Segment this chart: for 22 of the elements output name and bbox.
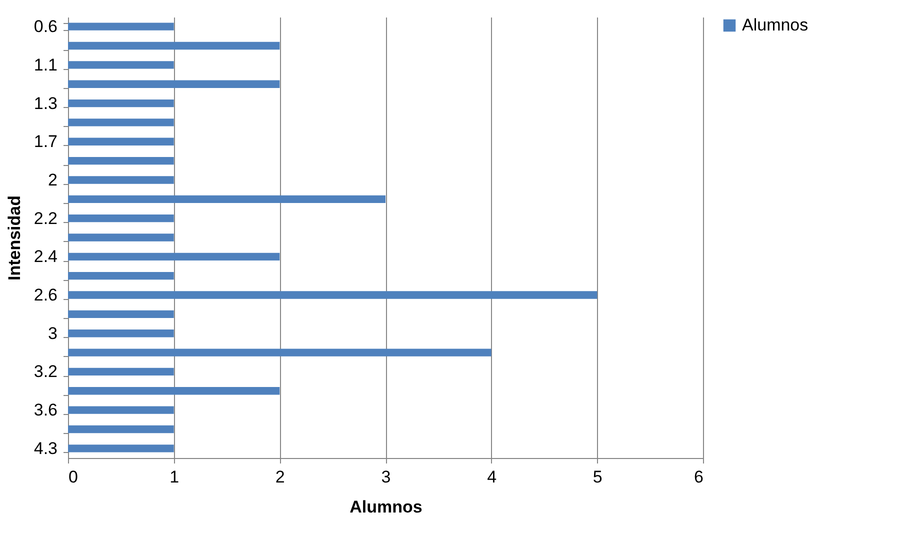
legend-label: Alumnos xyxy=(742,16,808,34)
y-tick-label: 2.2 xyxy=(34,208,58,228)
y-tick-label: 3 xyxy=(48,324,58,343)
x-tick-label: 2 xyxy=(275,468,285,486)
x-tick-label: 3 xyxy=(381,468,391,486)
x-tick-label: 5 xyxy=(592,468,602,486)
y-tick-label: 0.6 xyxy=(34,17,58,36)
y-tick-label: 4.3 xyxy=(34,438,58,458)
x-tick-label: 0 xyxy=(68,468,78,486)
y-tick-label: 1.7 xyxy=(34,132,58,152)
y-tick-label: 1.3 xyxy=(34,94,58,113)
y-tick-label: 3.6 xyxy=(34,400,58,420)
y-tick-label: 2 xyxy=(48,170,58,190)
x-tick-label: 6 xyxy=(694,468,704,486)
y-axis-title: Intensidad xyxy=(4,195,24,281)
y-tick-label: 1.1 xyxy=(34,55,58,74)
y-tick-label: 2.6 xyxy=(34,286,58,305)
y-tick-label: 2.4 xyxy=(34,247,58,266)
x-axis-title: Alumnos xyxy=(350,498,422,516)
y-tick-label: 3.2 xyxy=(34,362,58,382)
x-tick-label: 1 xyxy=(170,468,180,486)
x-tick-label: 4 xyxy=(487,468,497,486)
